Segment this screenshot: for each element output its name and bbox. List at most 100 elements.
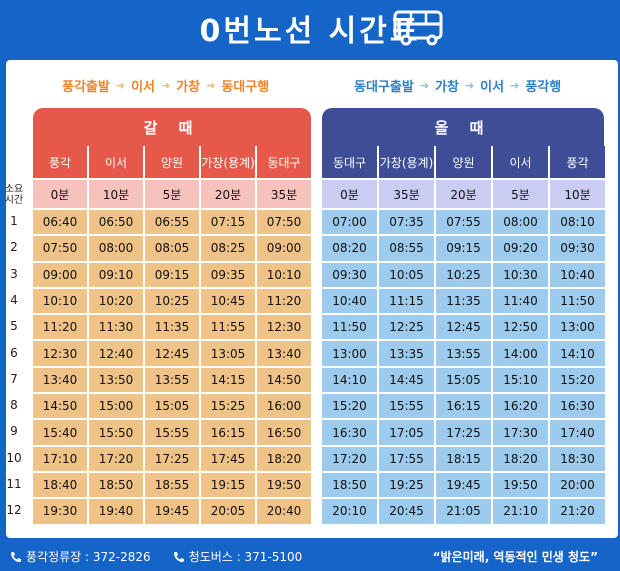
footer: 풍각정류장 : 372-2826 청도버스 : 371-5100 “밝은미래, … [0,542,620,571]
time-cell: 10:25 [145,288,199,314]
phone-icon [10,551,21,562]
time-cell: 10:40 [550,262,605,287]
duration-cell: 35분 [379,180,434,208]
route-back-stop: 동대구출발 [354,80,414,95]
time-cell: 09:15 [145,262,199,287]
arrow-icon: ➜ [206,79,216,92]
time-cell: 15:05 [436,367,491,393]
stop-header: 양원 [145,146,199,178]
row-number: 2 [10,240,18,255]
time-cell: 09:10 [89,262,143,287]
time-cell: 14:50 [257,367,311,393]
time-cell: 15:05 [145,394,199,419]
time-cell: 07:15 [201,210,255,235]
time-cell: 12:50 [493,315,548,340]
time-cell: 19:40 [89,499,143,524]
time-cell: 19:25 [379,472,434,498]
stop-header: 동대구 [322,146,377,178]
time-cell: 16:20 [493,394,548,419]
stop-header: 이서 [89,146,143,178]
time-cell: 11:50 [550,288,605,314]
time-cell: 08:00 [89,236,143,261]
footer-contact: 청도버스 : 371-5100 [173,548,302,565]
stop-header: 양원 [436,146,491,178]
time-cell: 20:40 [257,499,311,524]
time-cell: 17:10 [33,446,87,471]
time-cell: 11:55 [201,315,255,340]
time-cell: 19:15 [201,472,255,498]
time-cell: 15:55 [379,394,434,419]
stop-header: 풍각 [33,146,87,178]
time-cell: 15:25 [201,394,255,419]
time-cell: 10:20 [89,288,143,314]
time-cell: 10:25 [436,262,491,287]
time-cell: 09:30 [550,236,605,261]
time-cell: 12:40 [89,341,143,366]
route-out: 풍각출발 ➜ 이서 ➜ 가창 ➜ 동대구행 [62,76,269,95]
time-cell: 16:30 [550,394,605,419]
row-number: 3 [10,266,18,281]
time-cell: 09:15 [436,236,491,261]
time-cell: 12:45 [436,315,491,340]
stop-header: 가창(용계) [379,146,434,178]
duration-cell: 20분 [201,180,255,208]
time-cell: 11:50 [322,315,377,340]
time-cell: 17:20 [89,446,143,471]
route-out-stop: 이서 [131,80,155,95]
bus-icon [393,10,443,46]
time-cell: 14:10 [322,367,377,393]
time-cell: 06:50 [89,210,143,235]
duration-cell: 20분 [436,180,491,208]
time-cell: 09:20 [493,236,548,261]
time-cell: 08:20 [322,236,377,261]
time-cell: 19:50 [257,472,311,498]
header: 0번노선 시간표 [0,0,620,56]
time-cell: 12:30 [33,341,87,366]
time-cell: 06:40 [33,210,87,235]
arrow-icon: ➜ [115,79,126,92]
time-cell: 08:55 [379,236,434,261]
time-cell: 06:55 [145,210,199,235]
time-cell: 13:05 [201,341,255,366]
time-cell: 07:35 [379,210,434,235]
time-cell: 15:10 [493,367,548,393]
time-cell: 14:50 [33,394,87,419]
time-cell: 11:20 [33,315,87,340]
time-cell: 09:00 [257,236,311,261]
duration-cell: 0분 [322,180,377,208]
time-cell: 08:10 [550,210,605,235]
route-back-stop: 풍각행 [525,80,562,95]
time-cell: 20:00 [550,472,605,498]
time-cell: 19:45 [145,499,199,524]
time-cell: 09:35 [201,262,255,287]
time-cell: 11:35 [436,288,491,314]
time-cell: 14:00 [493,341,548,366]
time-cell: 10:10 [33,288,87,314]
inbound-timetable: 동대구 가창(용계) 양원 이서 풍각 0분 35분 20분 5분 10분 07:00 07:35 07… [322,146,605,524]
route-back: 동대구출발 ➜ 가창 ➜ 이서 ➜ 풍각행 [354,76,561,95]
duration-cell: 10분 [550,180,605,208]
arrow-icon: ➜ [464,79,475,92]
time-cell: 13:35 [379,341,434,366]
time-cell: 13:40 [257,341,311,366]
footer-contact: 풍각정류장 : 372-2826 [10,548,151,565]
row-number: 12 [6,503,22,518]
time-cell: 13:55 [436,341,491,366]
time-cell: 12:30 [257,315,311,340]
time-cell: 08:25 [201,236,255,261]
time-cell: 17:30 [493,420,548,445]
time-cell: 21:20 [550,499,605,524]
time-cell: 12:25 [379,315,434,340]
time-cell: 18:50 [89,472,143,498]
time-cell: 15:40 [33,420,87,445]
time-cell: 18:50 [322,472,377,498]
time-cell: 11:30 [89,315,143,340]
route-back-stop: 이서 [480,80,505,95]
row-number: 6 [10,345,18,360]
time-cell: 18:20 [493,446,548,471]
time-cell: 15:00 [89,394,143,419]
time-cell: 13:55 [145,367,199,393]
time-cell: 21:10 [493,499,548,524]
row-number: 1 [10,214,18,228]
time-cell: 18:55 [145,472,199,498]
